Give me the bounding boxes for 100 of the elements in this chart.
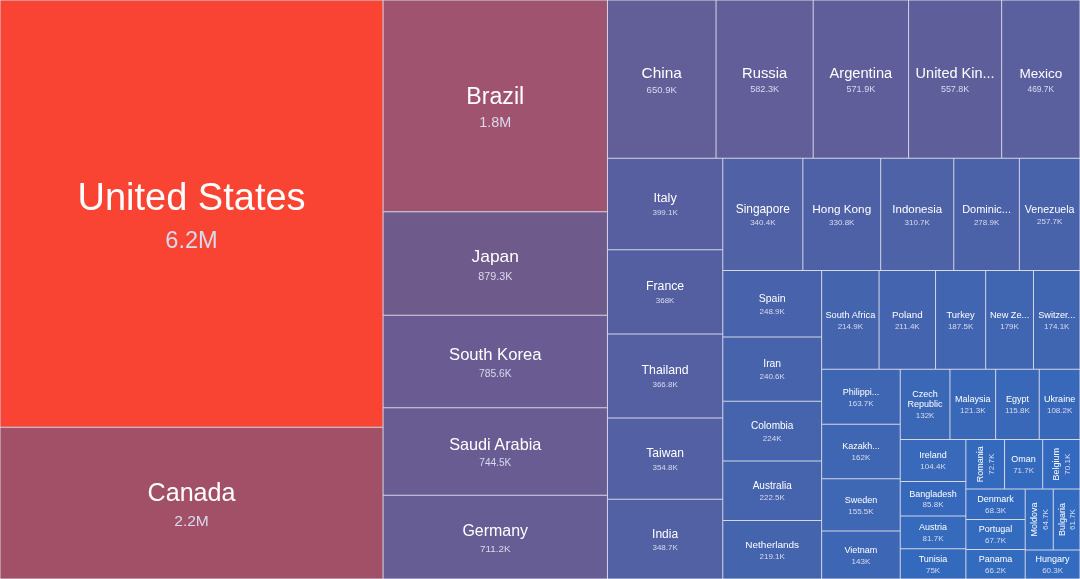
data-label: 108.2K: [1046, 406, 1073, 416]
data-label: 330.8K: [829, 218, 856, 228]
data-label: 368K: [655, 295, 676, 305]
category-label: Vietnam: [844, 544, 878, 555]
category-label: Czech Republic: [907, 389, 944, 410]
data-label: 115.8K: [1005, 406, 1031, 416]
data-label: 310.7K: [904, 217, 931, 227]
data-label: 132K: [915, 411, 936, 421]
category-label: United Kin...: [915, 64, 995, 81]
category-label: Hungary: [1035, 554, 1071, 565]
data-label: 219.1K: [759, 552, 786, 562]
category-label: Bulgaria: [1056, 502, 1067, 537]
category-label: Singapore: [735, 201, 791, 216]
data-label: 1.8M: [479, 114, 512, 131]
data-label: 72.7K: [987, 453, 996, 475]
category-label: Tunisia: [918, 553, 948, 564]
data-label: 6.2M: [165, 227, 218, 254]
category-label: South Korea: [449, 344, 543, 364]
data-label: 67.7K: [985, 536, 1007, 546]
category-label: France: [646, 279, 685, 294]
data-label: 187.5K: [947, 321, 974, 331]
category-label: Sweden: [844, 494, 878, 505]
data-label: 85.8K: [922, 500, 945, 510]
category-label: Mexico: [1019, 65, 1063, 81]
category-label: Italy: [653, 191, 678, 206]
data-label: 179K: [1000, 321, 1020, 331]
category-label: Australia: [752, 480, 793, 492]
data-label: 211.4K: [894, 322, 921, 332]
data-label: 174.1K: [1044, 321, 1071, 331]
data-label: 469.7K: [1027, 83, 1055, 94]
data-label: 248.9K: [759, 306, 786, 316]
data-label: 66.2K: [985, 566, 1007, 576]
data-label: 75K: [925, 565, 941, 575]
data-label: 366.8K: [652, 380, 679, 389]
data-label: 582.3K: [750, 84, 780, 95]
data-label: 711.2K: [479, 542, 511, 554]
category-label: Taiwan: [646, 446, 684, 461]
data-label: 278.9K: [973, 217, 1000, 227]
data-label: 81.7K: [922, 534, 945, 544]
data-label: 354.8K: [652, 462, 679, 472]
data-label: 214.9K: [837, 321, 864, 331]
data-label: 162K: [851, 453, 871, 463]
category-label: Oman: [1011, 454, 1036, 465]
category-label: Poland: [891, 309, 923, 321]
data-label: 163.7K: [848, 398, 875, 408]
category-label: Romania: [975, 446, 986, 483]
category-label: Ukraine: [1044, 394, 1076, 405]
category-label: Egypt: [1005, 394, 1030, 405]
data-label: 61.7K: [1068, 508, 1078, 530]
category-label: Thailand: [641, 363, 689, 378]
data-label: 222.5K: [759, 493, 786, 503]
data-label: 348.7K: [652, 542, 679, 552]
data-label: 399.1K: [652, 208, 679, 218]
data-label: 557.8K: [940, 84, 970, 95]
data-label: 744.5K: [479, 457, 512, 469]
category-label: Indonesia: [892, 202, 943, 215]
data-label: 104.4K: [920, 462, 947, 472]
data-label: 64.7K: [1041, 508, 1051, 530]
category-label: Venezuela: [1024, 203, 1075, 216]
category-label: New Ze...: [989, 309, 1030, 320]
category-label: Denmark: [977, 494, 1015, 505]
data-label: 879.3K: [478, 269, 514, 282]
data-label: 2.2M: [174, 512, 209, 530]
data-label: 257.7K: [1037, 217, 1064, 227]
data-label: 240.6K: [759, 371, 786, 381]
category-label: United States: [77, 176, 306, 219]
category-label: South Africa: [825, 309, 877, 320]
category-label: China: [641, 63, 683, 81]
category-label: Germany: [462, 521, 529, 539]
data-label: 143K: [851, 556, 871, 566]
category-label: Switzer...: [1038, 309, 1076, 320]
category-label: Japan: [471, 245, 519, 266]
data-label: 121.3K: [960, 406, 987, 416]
category-label: Dominic...: [962, 203, 1011, 216]
category-label: Belgium: [1051, 447, 1062, 481]
category-label: Turkey: [946, 309, 976, 320]
category-label: Argentina: [829, 64, 894, 81]
category-label: Portugal: [978, 524, 1013, 535]
category-label: Russia: [742, 64, 788, 81]
category-label: India: [652, 526, 679, 541]
category-label: Iran: [763, 358, 782, 370]
data-label: 224K: [762, 433, 783, 443]
category-label: Saudi Arabia: [449, 435, 543, 454]
category-label: Spain: [758, 292, 786, 305]
data-label: 340.4K: [750, 218, 777, 228]
category-label: Moldova: [1029, 502, 1040, 537]
category-label: Kazakh...: [842, 441, 880, 452]
category-label: Philippi...: [842, 386, 880, 397]
data-label: 571.9K: [846, 84, 876, 95]
data-label: 785.6K: [478, 367, 512, 379]
data-label: 71.7K: [1013, 466, 1035, 476]
category-label: Bangladesh: [909, 488, 957, 499]
category-label: Colombia: [750, 420, 794, 432]
category-label: Hong Kong: [812, 202, 872, 216]
category-label: Malaysia: [955, 394, 991, 405]
category-label: Canada: [147, 478, 236, 507]
data-label: 155.5K: [848, 506, 875, 516]
data-label: 70.1K: [1063, 453, 1073, 475]
category-label: Brazil: [466, 82, 525, 109]
data-label: 650.9K: [646, 84, 678, 96]
